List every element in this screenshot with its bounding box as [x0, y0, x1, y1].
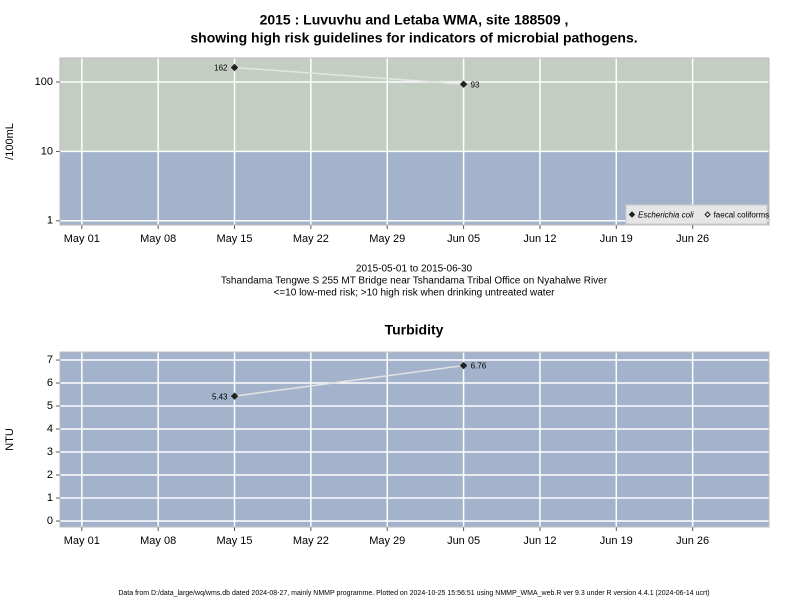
x-tick-label: May 29 [369, 233, 405, 245]
y-tick-label: 0 [47, 515, 53, 527]
data-point [230, 63, 239, 72]
y-tick-label: 7 [47, 354, 53, 366]
y-tick-label: 100 [35, 76, 53, 88]
y-tick-label: 3 [47, 446, 53, 458]
y-tick-label: 2 [47, 469, 53, 481]
series-line [234, 66, 464, 85]
value-label: 5.43 [212, 392, 228, 401]
footer: Data from D:/data_large/wq/wms.db dated … [118, 590, 709, 597]
legend-marker [704, 211, 711, 218]
y-tick-label: 10 [41, 145, 53, 157]
data-point [459, 80, 468, 88]
value-label: 162 [214, 64, 228, 73]
value-label: 6.76 [471, 362, 487, 371]
x-tick-label: Jun 19 [600, 233, 633, 245]
legend-marker [628, 211, 636, 218]
legend-label: faecal coliforms [714, 211, 770, 220]
plot-background [60, 352, 769, 527]
y-axis-label: /100mL [4, 123, 16, 160]
x-tick-label: Jun 12 [523, 233, 556, 245]
caption: Tshandama Tengwe S 255 MT Bridge near Ts… [221, 276, 608, 287]
caption: 2015-05-01 to 2015-06-30 [356, 264, 473, 275]
x-tick-label: May 29 [369, 535, 405, 547]
x-tick-label: Jun 26 [676, 535, 709, 547]
x-tick-label: May 01 [64, 535, 100, 547]
series-line [234, 364, 464, 397]
x-tick-label: May 08 [140, 535, 176, 547]
x-tick-label: Jun 19 [600, 535, 633, 547]
y-tick-label: 4 [47, 423, 53, 435]
y-tick-label: 1 [47, 492, 53, 504]
x-tick-label: May 22 [293, 233, 329, 245]
y-axis-label: NTU [4, 428, 16, 451]
y-tick-label: 1 [47, 215, 53, 227]
chart-title: 2015 : Luvuvhu and Letaba WMA, site 1885… [260, 12, 569, 28]
x-tick-label: May 08 [140, 233, 176, 245]
x-tick-label: May 01 [64, 233, 100, 245]
value-label: 93 [471, 80, 480, 89]
y-tick-label: 6 [47, 377, 53, 389]
x-tick-label: May 15 [216, 233, 252, 245]
plot-frame [59, 57, 770, 226]
x-tick-label: Jun 26 [676, 233, 709, 245]
chart-title: showing high risk guidelines for indicat… [190, 30, 637, 46]
data-point [230, 392, 239, 400]
chart-title: Turbidity [385, 322, 444, 338]
legend-label: Escherichia coli [638, 211, 694, 220]
x-tick-label: Jun 12 [523, 535, 556, 547]
plot-frame [59, 351, 770, 528]
high-risk-band [60, 58, 769, 152]
x-tick-label: Jun 05 [447, 233, 480, 245]
x-tick-label: May 15 [216, 535, 252, 547]
x-tick-label: May 22 [293, 535, 329, 547]
y-tick-label: 5 [47, 400, 53, 412]
caption: <=10 low-med risk; >10 high risk when dr… [274, 288, 556, 299]
legend-box [625, 204, 768, 225]
data-point [459, 361, 468, 370]
x-tick-label: Jun 05 [447, 535, 480, 547]
